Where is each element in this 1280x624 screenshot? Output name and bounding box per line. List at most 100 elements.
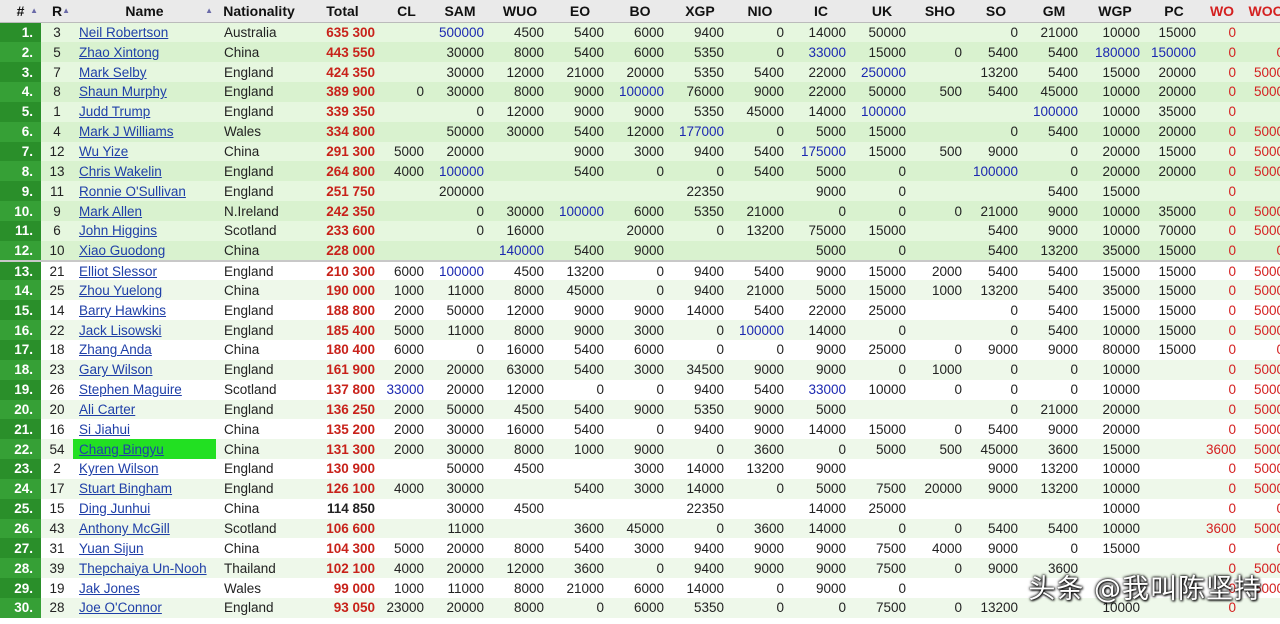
prize-cell: 15000 [1084,259,1146,281]
col-header-sam[interactable]: SAM [430,0,490,23]
prize-cell: 5000 [1242,300,1280,321]
player-link[interactable]: Jak Jones [79,580,140,596]
rank-cell: 18. [0,359,41,380]
col-header-rank[interactable]: # ▲ [0,0,41,23]
prize-cell: 0 [610,419,670,440]
player-link[interactable]: Mark Selby [79,64,147,80]
col-header-nationality[interactable]: Nationality [216,0,302,23]
player-link[interactable]: Joe O'Connor [79,600,162,616]
prize-cell: 9000 [730,399,790,420]
rank-cell: 27. [0,538,41,559]
prize-cell: 0 [1024,538,1084,559]
prize-cell: 10000 [1084,220,1146,241]
player-link[interactable]: Ding Junhui [79,501,151,517]
prize-cell: 3600 [550,558,610,579]
player-link[interactable]: Mark Allen [79,203,143,219]
player-link[interactable]: Zhao Xintong [79,44,160,60]
col-header-wuo[interactable]: WUO [490,0,550,23]
player-link[interactable]: Zhang Anda [79,342,152,358]
player-link[interactable]: Gary Wilson [79,362,153,378]
prize-cell: 5000 [1242,320,1280,340]
prize-cell: 0 [912,597,968,618]
player-name-cell: Judd Trump [73,101,216,122]
prev-rank-cell: 12 [41,141,73,162]
prize-cell: 15000 [852,280,912,301]
nationality-cell: China [216,439,302,460]
player-link[interactable]: Kyren Wilson [79,461,159,477]
prize-cell: 0 [430,220,490,241]
prev-rank-cell: 18 [41,340,73,360]
prize-cell: 5400 [730,379,790,400]
prize-cell: 5350 [670,597,730,618]
player-link[interactable]: Chang Bingyu [79,441,164,457]
prize-cell [490,478,550,499]
prize-cell: 13200 [1024,478,1084,499]
total-cell: 135 200 [302,419,383,440]
prize-cell [1146,538,1202,559]
col-header-cl[interactable]: CL [383,0,430,23]
player-link[interactable]: Ronnie O'Sullivan [79,183,186,199]
prize-cell: 5400 [550,399,610,420]
player-name-cell: Barry Hawkins [73,300,216,321]
col-header-nio[interactable]: NIO [730,0,790,23]
player-link[interactable]: Stuart Bingham [79,481,173,497]
prize-cell: 6000 [610,42,670,63]
prize-cell: 13200 [1024,459,1084,479]
player-link[interactable]: Xiao Guodong [79,242,166,258]
col-header-r[interactable]: R ▲ [41,0,73,23]
player-link[interactable]: John Higgins [79,223,158,239]
player-link[interactable]: Yuan Sijun [79,540,144,556]
prize-cell: 5400 [1024,280,1084,301]
col-header-total[interactable]: Total [302,0,383,23]
col-header-wo[interactable]: WO [1202,0,1242,23]
player-link[interactable]: Judd Trump [79,104,151,120]
player-link[interactable]: Chris Wakelin [79,163,162,179]
col-header-gm[interactable]: GM [1024,0,1084,23]
prize-cell: 0 [1242,538,1280,559]
prize-cell: 30000 [430,439,490,460]
col-header-wgp[interactable]: WGP [1084,0,1146,23]
prize-cell: 9000 [550,82,610,102]
player-link[interactable]: Anthony McGill [79,521,170,537]
player-link[interactable]: Shaun Murphy [79,84,167,100]
prev-rank-cell: 54 [41,439,73,460]
prize-cell [730,240,790,261]
player-link[interactable]: Wu Yize [79,143,129,159]
player-link[interactable]: Barry Hawkins [79,302,167,318]
total-cell: 264 800 [302,161,383,182]
prize-cell [730,181,790,202]
prize-cell: 34500 [670,359,730,380]
col-header-name[interactable]: Name ▲ [73,0,216,23]
col-header-ic[interactable]: IC [790,0,852,23]
prize-cell: 250000 [852,62,912,83]
player-link[interactable]: Mark J Williams [79,124,174,140]
player-link[interactable]: Elliot Slessor [79,263,158,279]
prize-cell: 6000 [610,340,670,360]
col-header-xgp[interactable]: XGP [670,0,730,23]
player-link[interactable]: Jack Lisowski [79,322,162,338]
prize-cell: 5000 [1242,259,1280,281]
player-link[interactable]: Ali Carter [79,401,136,417]
prize-cell: 15000 [852,42,912,63]
player-link[interactable]: Si Jiahui [79,421,131,437]
col-header-eo[interactable]: EO [550,0,610,23]
prize-cell: 0 [968,379,1024,400]
col-header-so[interactable]: SO [968,0,1024,23]
player-link[interactable]: Neil Robertson [79,25,169,41]
prize-cell [550,459,610,479]
col-header-uk[interactable]: UK [852,0,912,23]
player-link[interactable]: Zhou Yuelong [79,282,163,298]
col-header-bo[interactable]: BO [610,0,670,23]
prize-cell: 30000 [430,419,490,440]
col-header-pc[interactable]: PC [1146,0,1202,23]
col-header-sho[interactable]: SHO [912,0,968,23]
prize-cell [730,498,790,519]
col-header-woo[interactable]: WOO [1242,0,1280,23]
rank-cell: 12. [0,240,41,261]
prize-cell: 1000 [383,578,430,598]
prize-cell [383,22,430,43]
player-link[interactable]: Thepchaiya Un-Nooh [79,560,207,576]
player-link[interactable]: Stephen Maguire [79,382,182,398]
prize-cell: 9000 [790,459,852,479]
prize-cell: 0 [730,478,790,499]
